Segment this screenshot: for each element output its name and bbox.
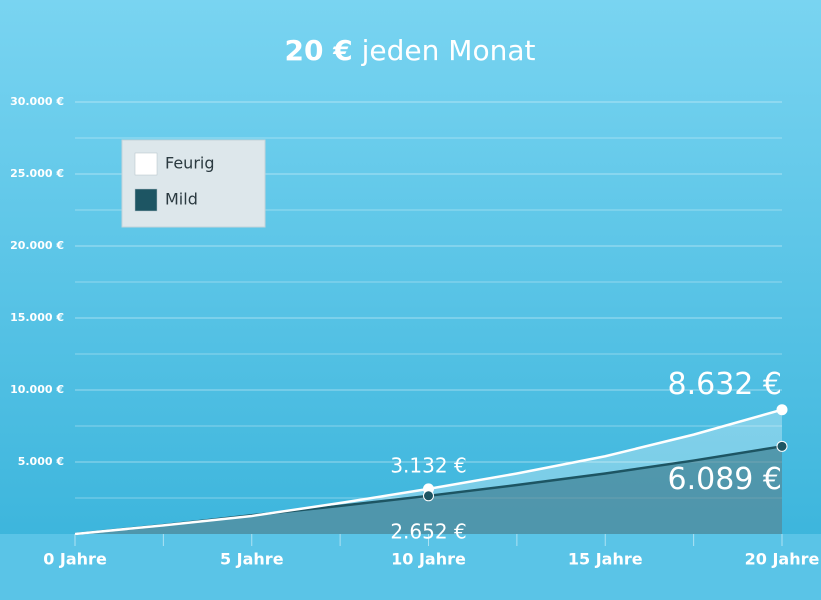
chart-title: 20 € jeden Monat [285,34,536,67]
legend-items: Feurig Mild [134,152,215,212]
x-tick-label: 5 Jahre [220,550,284,569]
data-label: 6.089 € [667,462,782,497]
area [75,446,782,534]
x-axis-band [0,534,821,600]
title-text: jeden Monat [361,34,536,67]
data-point [776,440,788,452]
legend-label: Mild [165,190,198,209]
x-tick-label: 20 Jahre [745,550,820,569]
data-label: 8.632 € [667,367,782,402]
y-tick-label: 25.000 € [10,167,64,180]
y-tick-label: 5.000 € [18,455,64,468]
data-label: 3.132 € [390,453,466,477]
legend-swatch [134,188,158,212]
data-point [776,404,788,416]
area [75,409,782,534]
y-tick-label: 30.000 € [10,95,64,108]
x-tick-label: 10 Jahre [391,550,466,569]
y-tick-label: 15.000 € [10,311,64,324]
legend-label: Feurig [165,154,215,173]
legend-swatch [134,152,158,176]
title-amount: 20 € [285,34,353,67]
x-tick-label: 0 Jahre [43,550,107,569]
x-tick-label: 15 Jahre [568,550,643,569]
data-label: 2.652 € [390,519,466,543]
y-tick-label: 10.000 € [10,383,64,396]
y-tick-label: 20.000 € [10,239,64,252]
data-point [423,490,434,502]
